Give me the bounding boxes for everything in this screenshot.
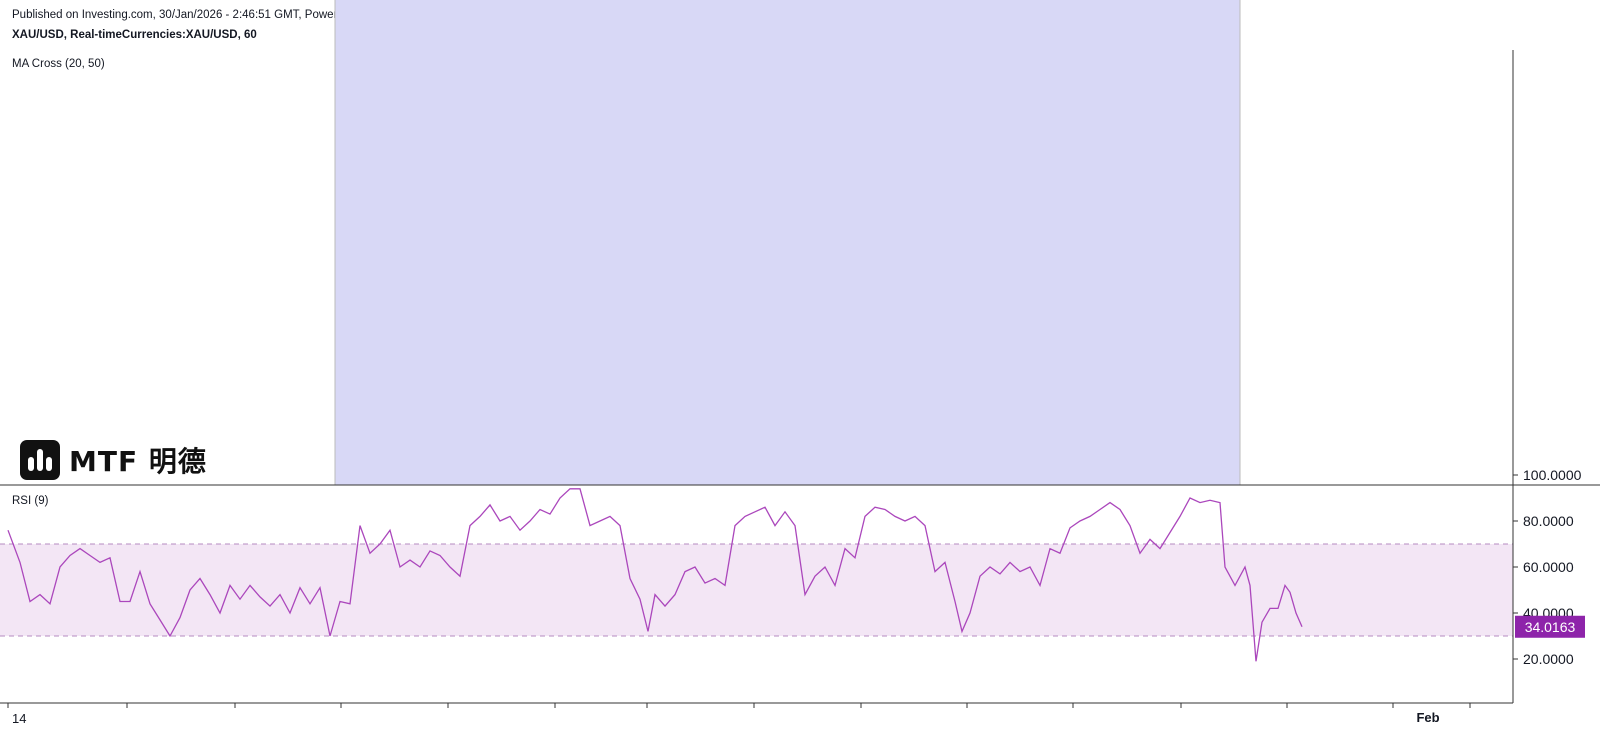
time-tick-label: 14 bbox=[12, 711, 26, 726]
time-tick-label: Feb bbox=[1416, 710, 1439, 725]
fib-zone bbox=[335, 0, 1240, 485]
rsi-label[interactable]: RSI (9) bbox=[12, 495, 49, 507]
rsi-tick-label: 80.0000 bbox=[1523, 513, 1574, 529]
symbol-title: XAU/USD, Real-timeCurrencies:XAU/USD, 60 bbox=[12, 29, 257, 41]
rsi-tick-label: 20.0000 bbox=[1523, 651, 1574, 667]
rsi-line bbox=[7, 488, 1303, 662]
rsi-tick-label: 60.0000 bbox=[1523, 559, 1574, 575]
rsi-tag-label: 34.0163 bbox=[1525, 619, 1576, 635]
rsi-tick-label: 100.0000 bbox=[1523, 467, 1582, 483]
rsi-tag bbox=[1515, 615, 1585, 638]
ma-cross-label[interactable]: MA Cross (20, 50) bbox=[12, 58, 105, 70]
published-caption: Published on Investing.com, 30/Jan/2026 … bbox=[12, 9, 435, 21]
logo: MTF 明德 bbox=[20, 440, 207, 480]
logo-text: MTF 明德 bbox=[69, 445, 207, 478]
rsi-band bbox=[0, 544, 1513, 636]
bars-logo-icon bbox=[20, 440, 60, 480]
